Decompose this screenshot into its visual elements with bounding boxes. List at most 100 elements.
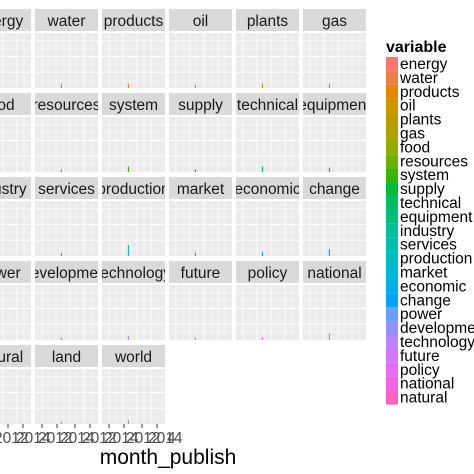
panel-background [35,117,98,172]
facet-strip-label: industry [0,181,27,198]
legend-entry-label: supply [400,181,445,198]
panel-background [102,201,165,256]
facet-panel: technical [236,93,299,172]
legend-entry-label: change [400,292,451,309]
facet-panel: development [35,261,98,340]
facet-strip [102,177,165,199]
panel-background [0,117,31,172]
facet-strip-label: future [181,265,221,282]
panel-background [303,201,366,256]
legend-swatch [386,209,398,224]
facet-panel: resources [35,93,98,172]
legend-swatch [386,182,398,196]
x-tick-label: 2012 [82,430,116,447]
x-tick-label: 2014 [60,430,95,447]
facet-strip [102,261,165,283]
legend-entry-label: plants [400,112,442,129]
facet-strip [102,9,165,31]
facet-strip [303,261,366,283]
legend-entry-label: natural [400,390,447,407]
facet-strip-label: products [104,13,164,30]
legend: variableenergywaterproductsoilplantsgasf… [386,39,474,407]
facet-strip-label: land [52,349,81,366]
facet-panel: energy [0,9,31,88]
facet-panel: world [102,345,165,424]
panel-background [169,285,232,340]
legend-swatch [386,265,398,280]
legend-entry-label: system [400,167,449,184]
panel-background [303,117,366,172]
legend-swatch [386,390,398,405]
facet-strip-label: system [109,97,158,114]
legend-swatch [386,362,398,377]
x-tick-label: 2012 [126,430,160,447]
panel-background [169,117,232,172]
legend-entry-label: technology [400,334,474,351]
legend-swatch [386,140,398,155]
facet-strip [236,177,299,199]
facet-strip [169,261,232,283]
facet-strip-label: food [0,97,15,114]
legend-swatch [386,84,398,99]
legend-entry-label: food [400,139,430,156]
legend-swatch [386,98,398,113]
legend-swatch [386,57,398,71]
legend-swatch [386,348,398,363]
facet-strip [169,177,232,199]
facet-panel: market [169,177,232,256]
legend-swatch [386,223,398,238]
panel-background [169,33,232,88]
facet-strip [0,93,31,115]
facet-strip [35,9,98,31]
legend-entry-label: oil [400,98,416,115]
legend-entry-label: water [399,70,438,87]
facet-strip-label: production [97,181,169,198]
panel-background [169,201,232,256]
x-tick-label: 2012 [38,430,72,447]
facet-strip [102,93,165,115]
facet-strip [169,93,232,115]
legend-swatch [386,70,398,85]
panel-background [0,369,31,424]
facet-panel: oil [169,9,232,88]
panel-background [236,117,299,172]
panel-background [236,201,299,256]
facet-panel: economic [236,177,299,256]
x-tick-label: 2014 [16,430,51,447]
facet-strip [0,9,31,31]
facet-panel: production [97,177,169,256]
legend-swatch [386,293,398,308]
facet-strip [0,261,31,283]
facet-strip-label: equipment [298,97,371,114]
facet-strip [236,9,299,31]
panel-background [303,33,366,88]
facet-strip-label: world [114,349,152,366]
legend-entry-label: energy [400,56,448,73]
facet-strip [0,177,31,199]
facet-panel: change [303,177,366,256]
panel-background [236,33,299,88]
facet-strip-label: plants [247,13,289,30]
legend-swatch [386,196,398,210]
panel-background [35,285,98,340]
legend-swatch [386,335,398,349]
facet-panel: future [169,261,232,340]
facet-strip [303,93,366,115]
legend-entry-label: policy [400,362,440,379]
facet-panel: water [35,9,98,88]
facet-strip [35,261,98,283]
facet-strip [35,93,98,115]
facet-strip [0,345,31,367]
facet-strip-label: policy [248,265,288,282]
panel-background [0,201,31,256]
facet-strip-label: gas [322,13,347,30]
x-axis-title: month_publish [100,446,237,469]
panel-background [102,369,165,424]
facet-strip [236,261,299,283]
x-tick-label: 2012 [0,430,28,447]
facet-panel: plants [236,9,299,88]
legend-swatch [386,168,398,183]
panel-background [236,285,299,340]
